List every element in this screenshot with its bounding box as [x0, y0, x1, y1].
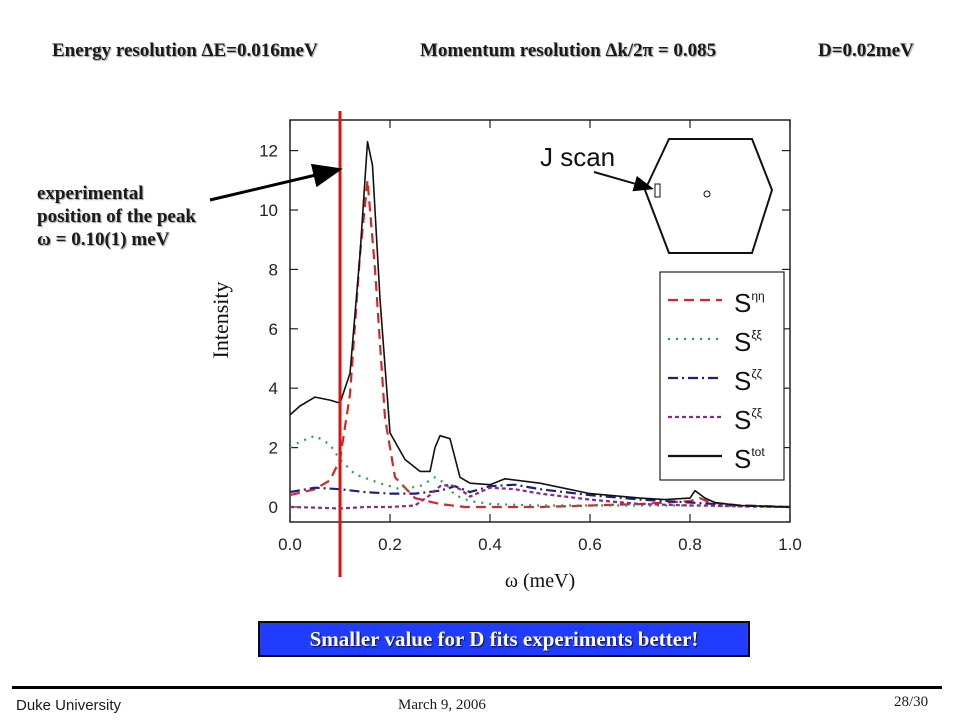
y-tick-label: 4: [269, 379, 278, 398]
series-layer: [289, 140, 791, 510]
legend: Sηη Sξξ Sζζ Sζξ Stot: [659, 271, 785, 481]
slide-header: Energy resolution ΔE=0.016meV Momentum r…: [0, 40, 960, 70]
peak-annotation: experimental position of the peak ω = 0.…: [37, 182, 257, 251]
plot-border: [289, 119, 791, 523]
annotation-line-2: position of the peak: [37, 206, 196, 227]
series-line-4: [289, 483, 791, 510]
inset-label: J scan: [540, 142, 615, 172]
y-axis-label: Intensity: [208, 282, 233, 359]
annotation-arrow: [209, 163, 343, 202]
scan-marker: [654, 183, 661, 198]
energy-resolution-text: Energy resolution ΔE=0.016meV: [52, 40, 318, 61]
series-line-5: [289, 140, 791, 508]
y-tick-label: 2: [269, 439, 278, 458]
legend-label-3: Sζζ: [734, 366, 763, 396]
momentum-resolution-text: Momentum resolution Δk/2π = 0.085: [420, 40, 717, 61]
inset-arrow: [593, 171, 654, 192]
series-line-2: [289, 434, 791, 509]
y-tick-label: 8: [269, 260, 278, 279]
annotation-line-1: experimental: [37, 183, 144, 204]
legend-label-5: Stot: [734, 444, 765, 474]
footer-divider: [12, 686, 942, 689]
y-tick-label: 12: [259, 142, 278, 161]
x-tick-label: 1.0: [778, 535, 802, 554]
footer-date: March 9, 2006: [398, 697, 486, 713]
y-tick-label: 10: [259, 201, 278, 220]
d-value-text: D=0.02meV: [818, 40, 914, 61]
y-tick-label: 0: [269, 498, 278, 517]
slide-number: 28/30: [894, 694, 929, 710]
x-tick-label: 0.2: [378, 535, 402, 554]
x-tick-label: 0.6: [578, 535, 602, 554]
gamma-point-marker: [703, 190, 711, 198]
conclusion-callout: Smaller value for D fits experiments bet…: [258, 621, 750, 657]
y-tick-label: 6: [269, 320, 278, 339]
footer-institution: Duke University: [16, 697, 122, 714]
annotation-line-3: ω = 0.10(1) meV: [37, 229, 170, 250]
series-line-1: [289, 179, 791, 509]
legend-label-2: Sξξ: [734, 327, 762, 357]
legend-label-1: Sηη: [734, 288, 765, 318]
series-line-3: [289, 483, 791, 509]
axis-ticks: 0 2 4 6 8 10 12 0.0 0.2 0.4 0.6 0.8 1.0: [259, 120, 802, 554]
legend-box: [659, 271, 785, 481]
legend-label-4: Sζξ: [734, 405, 763, 435]
j-scan-inset: J scan: [540, 138, 774, 254]
x-tick-label: 0.8: [678, 535, 702, 554]
plot-frame: [289, 119, 791, 523]
x-tick-label: 0.0: [278, 535, 302, 554]
x-tick-label: 0.4: [478, 535, 502, 554]
x-axis-label: ω (meV): [505, 570, 575, 592]
